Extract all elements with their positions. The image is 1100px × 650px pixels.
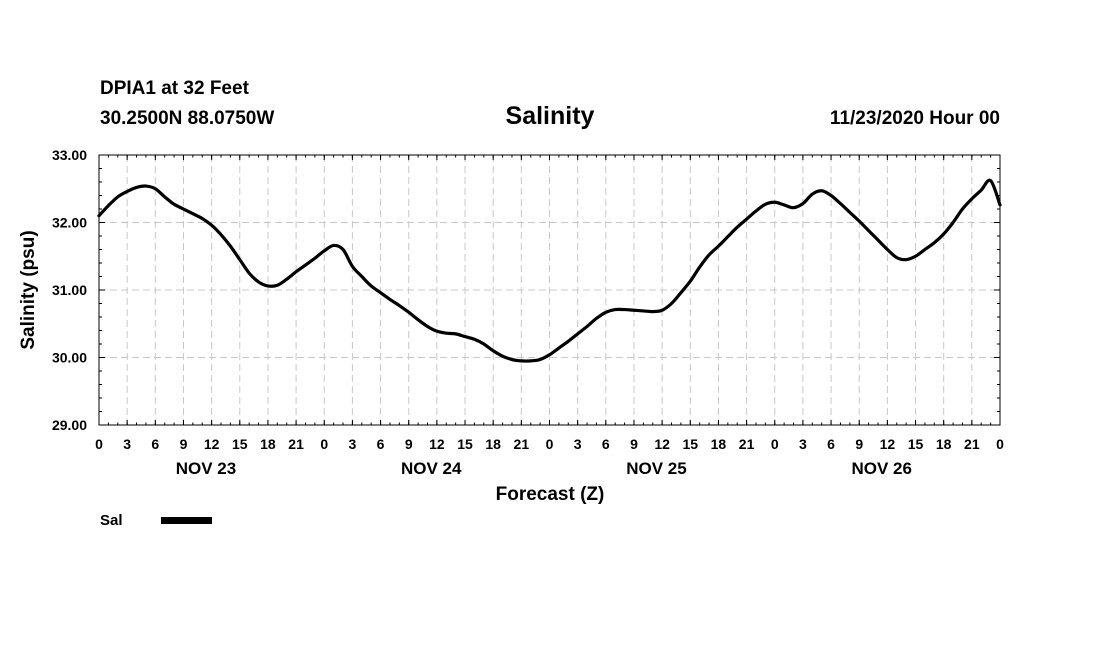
x-tick-label: 15: [232, 436, 248, 452]
x-tick-label: 12: [429, 436, 445, 452]
x-tick-label: 3: [123, 436, 131, 452]
coordinates-label: 30.2500N 88.0750W: [100, 108, 274, 129]
x-tick-label: 21: [964, 436, 980, 452]
series-line-salinity: [97, 178, 1002, 363]
x-tick-label: 12: [654, 436, 670, 452]
x-tick-label: 21: [739, 436, 755, 452]
x-tick-label: 6: [602, 436, 610, 452]
run-time-label: 11/23/2020 Hour 00: [830, 108, 1000, 129]
x-tick-label: 21: [288, 436, 304, 452]
chart-title: Salinity: [506, 102, 595, 130]
x-axis-label: Forecast (Z): [496, 484, 605, 505]
series-layer: [97, 178, 1002, 363]
x-tick-label: 9: [180, 436, 188, 452]
x-tick-label: 9: [855, 436, 863, 452]
x-tick-label: 15: [457, 436, 473, 452]
y-tick-label: 30.00: [52, 350, 87, 366]
axes: 0 3 6 9 12 15 18 21 0 3 6 9 12 15 18 21 0 3 6 9 12 15 18 21 0 3 6 9…: [52, 147, 1004, 478]
grid-lines: [99, 155, 1000, 425]
x-tick-label: 12: [204, 436, 220, 452]
day-label: NOV 26: [852, 459, 912, 478]
y-tick-label: 33.00: [52, 147, 87, 163]
plot-frame: [98, 154, 1001, 426]
x-tick-label: 9: [405, 436, 413, 452]
x-tick-label: 6: [827, 436, 835, 452]
x-tick-label: 0: [771, 436, 779, 452]
x-tick-label: 18: [936, 436, 952, 452]
x-tick-label: 6: [151, 436, 159, 452]
legend-label: Sal: [100, 512, 123, 529]
x-tick-label: 15: [908, 436, 924, 452]
y-tick-label: 32.00: [52, 215, 87, 231]
x-tick-label: 6: [377, 436, 385, 452]
legend-swatch: [161, 517, 212, 524]
x-tick-label: 3: [799, 436, 807, 452]
x-tick-label: 12: [880, 436, 896, 452]
x-tick-label: 0: [996, 436, 1004, 452]
x-tick-label: 3: [349, 436, 357, 452]
x-tick-label: 0: [95, 436, 103, 452]
y-tick-label: 31.00: [52, 282, 87, 298]
x-tick-label: 0: [320, 436, 328, 452]
x-tick-label: 0: [546, 436, 554, 452]
day-label: NOV 24: [401, 459, 462, 478]
x-tick-label: 15: [682, 436, 698, 452]
y-axis-label: Salinity (psu): [18, 230, 39, 349]
x-tick-label: 21: [514, 436, 530, 452]
day-label: NOV 25: [626, 459, 686, 478]
legend: Sal: [100, 512, 212, 529]
x-tick-label: 18: [711, 436, 727, 452]
station-label: DPIA1 at 32 Feet: [100, 78, 250, 99]
x-tick-label: 9: [630, 436, 638, 452]
x-tick-label: 18: [260, 436, 276, 452]
day-label: NOV 23: [176, 459, 236, 478]
y-tick-label: 29.00: [52, 417, 87, 433]
x-tick-label: 3: [574, 436, 582, 452]
x-tick-label: 18: [485, 436, 501, 452]
